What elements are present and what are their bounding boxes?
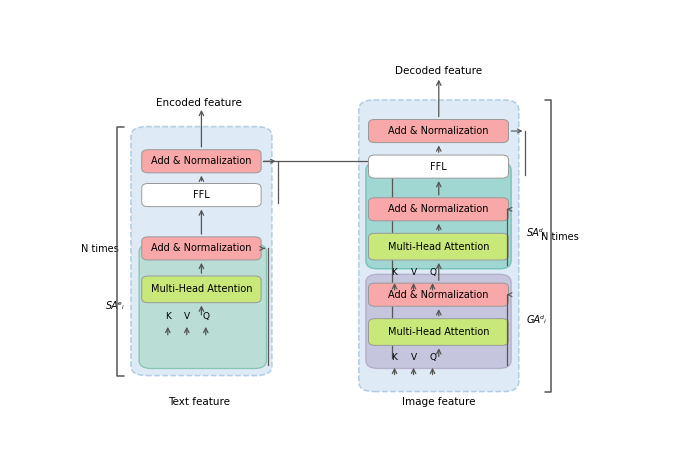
FancyBboxPatch shape — [368, 198, 508, 221]
Text: Multi-Head Attention: Multi-Head Attention — [388, 242, 489, 252]
FancyBboxPatch shape — [368, 233, 508, 260]
Text: Add & Normalization: Add & Normalization — [389, 204, 489, 214]
Text: Decoded feature: Decoded feature — [395, 67, 482, 76]
FancyBboxPatch shape — [366, 274, 511, 369]
Text: Text feature: Text feature — [168, 397, 230, 407]
Text: Add & Normalization: Add & Normalization — [389, 290, 489, 300]
Text: V: V — [410, 268, 416, 277]
FancyBboxPatch shape — [358, 100, 519, 392]
FancyBboxPatch shape — [368, 155, 508, 178]
Text: SAᵉᵢ: SAᵉᵢ — [106, 301, 125, 311]
Text: N times: N times — [540, 232, 578, 242]
FancyBboxPatch shape — [141, 276, 261, 303]
FancyBboxPatch shape — [368, 120, 508, 143]
Text: Encoded feature: Encoded feature — [156, 98, 241, 109]
Text: Multi-Head Attention: Multi-Head Attention — [150, 284, 252, 294]
FancyBboxPatch shape — [366, 162, 511, 269]
Text: Add & Normalization: Add & Normalization — [389, 126, 489, 136]
FancyBboxPatch shape — [141, 237, 261, 260]
FancyBboxPatch shape — [368, 319, 508, 346]
Text: Add & Normalization: Add & Normalization — [151, 156, 252, 166]
Text: GAᵈᵢ: GAᵈᵢ — [527, 316, 547, 325]
Text: N times: N times — [80, 244, 118, 254]
Text: K: K — [391, 268, 398, 277]
FancyBboxPatch shape — [139, 244, 267, 369]
FancyBboxPatch shape — [131, 127, 272, 376]
Text: Q: Q — [429, 268, 436, 277]
Text: K: K — [391, 353, 398, 362]
Text: Q: Q — [202, 312, 209, 321]
FancyBboxPatch shape — [368, 283, 508, 306]
Text: K: K — [165, 312, 171, 321]
Text: SAᵈᵢ: SAᵈᵢ — [527, 228, 545, 238]
Text: V: V — [183, 312, 190, 321]
Text: Add & Normalization: Add & Normalization — [151, 243, 252, 254]
Text: Q: Q — [429, 353, 436, 362]
FancyBboxPatch shape — [141, 150, 261, 173]
Text: FFL: FFL — [193, 190, 210, 200]
Text: V: V — [410, 353, 416, 362]
FancyBboxPatch shape — [141, 183, 261, 207]
Text: Multi-Head Attention: Multi-Head Attention — [388, 327, 489, 337]
Text: FFL: FFL — [430, 162, 447, 171]
Text: Image feature: Image feature — [402, 397, 476, 407]
